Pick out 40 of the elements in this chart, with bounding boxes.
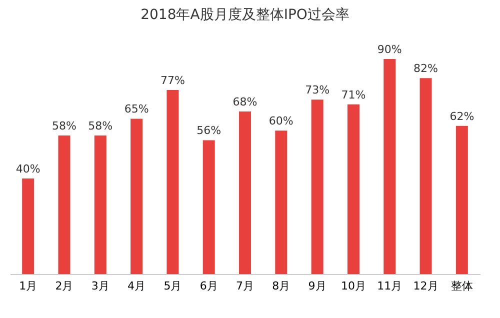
bar — [420, 78, 432, 274]
data-label: 71% — [341, 88, 366, 102]
data-label: 40% — [16, 162, 40, 176]
bar — [130, 118, 143, 274]
x-tick-label: 9月 — [308, 280, 326, 292]
data-label: 56% — [196, 124, 222, 138]
x-tick-label: 6月 — [200, 280, 218, 292]
x-tick-label: 8月 — [272, 280, 290, 292]
x-tick-label: 11月 — [377, 280, 402, 292]
data-label: 65% — [124, 102, 149, 116]
x-tick-label: 12月 — [413, 280, 438, 292]
bar — [311, 100, 324, 274]
x-tick-label: 4月 — [128, 280, 146, 292]
bar — [166, 90, 179, 274]
data-label: 77% — [160, 74, 185, 88]
bar — [275, 130, 288, 274]
x-tick-label: 3月 — [91, 280, 110, 292]
bar — [347, 104, 360, 274]
bar — [384, 59, 396, 274]
chart-title: 2018年A股月度及整体IPO过会率 — [140, 7, 350, 23]
bar — [202, 140, 215, 274]
x-tick-label: 整体 — [450, 280, 473, 292]
x-tick-label: 5月 — [164, 280, 182, 292]
bar — [94, 135, 106, 274]
data-label: 58% — [52, 119, 76, 132]
data-label: 90% — [377, 43, 402, 56]
data-label: 82% — [414, 62, 438, 76]
data-label: 60% — [268, 114, 294, 128]
data-label: 73% — [305, 84, 330, 97]
bar — [22, 178, 34, 274]
bar — [456, 126, 468, 274]
data-label: 58% — [88, 119, 113, 132]
x-tick-label: 2月 — [55, 280, 74, 292]
data-label: 68% — [232, 96, 258, 109]
data-label: 62% — [450, 110, 474, 123]
bar — [58, 135, 70, 274]
x-tick-label: 10月 — [340, 280, 366, 292]
x-tick-label: 7月 — [236, 280, 254, 292]
x-tick-label: 1月 — [19, 280, 38, 292]
bar — [239, 112, 251, 274]
